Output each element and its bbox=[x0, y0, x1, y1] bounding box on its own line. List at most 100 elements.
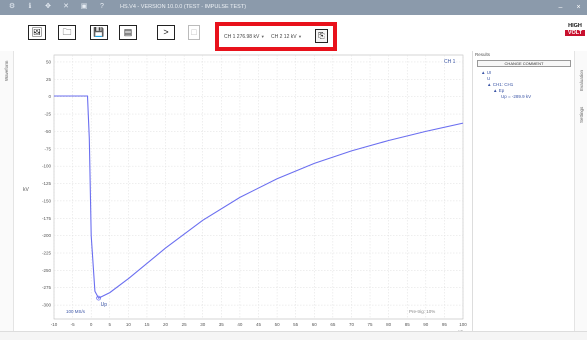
list-button[interactable]: ▤ bbox=[119, 25, 137, 40]
y-tick-label: -150 bbox=[42, 198, 52, 203]
stop-icon: □ bbox=[191, 27, 197, 37]
tree-item-u[interactable]: U bbox=[487, 76, 491, 81]
x-tick-label: 20 bbox=[163, 322, 169, 327]
x-tick-label: 100 bbox=[459, 322, 467, 327]
x-tick-label: 90 bbox=[423, 322, 429, 327]
status-bar bbox=[0, 331, 587, 340]
x-tick-label: 40 bbox=[237, 322, 243, 327]
y-tick-label: -125 bbox=[42, 181, 52, 186]
gear-icon[interactable]: ⚙ bbox=[8, 3, 16, 10]
folder-icon: 🗀 bbox=[62, 27, 72, 37]
tree-item-ep[interactable]: ▲ Ep bbox=[493, 88, 505, 93]
y-tick-label: -275 bbox=[42, 285, 52, 290]
tree-item-up-value[interactable]: Up = -289.9 kV bbox=[501, 94, 532, 99]
ch1-label: CH 1 bbox=[224, 34, 236, 40]
image-button[interactable]: 🖼 bbox=[28, 25, 46, 40]
change-comment-button[interactable]: CHANGE COMMENT bbox=[477, 60, 571, 67]
x-tick-label: 55 bbox=[293, 322, 299, 327]
waveform-plot: 50 25 0 -25 -50 -75 -100 -125 -150 -175 -200 -225 -2… bbox=[14, 51, 471, 334]
chevron-down-icon: ▼ bbox=[297, 34, 302, 39]
channel-selector-highlight: CH 1 276.98 kV ▼ CH 2 12 kV ▼ ⎘ bbox=[215, 22, 337, 51]
left-side-panel: Waveform bbox=[0, 51, 14, 340]
y-tick-label: -100 bbox=[42, 164, 52, 169]
tree-item-ui[interactable]: ▲ UI bbox=[481, 70, 492, 75]
y-tick-label: -175 bbox=[42, 216, 52, 221]
open-folder-button[interactable]: 🗀 bbox=[58, 25, 76, 40]
y-tick-label: -225 bbox=[42, 251, 52, 256]
x-tick-label: 95 bbox=[442, 322, 448, 327]
channel-tag: CH 1 bbox=[444, 59, 456, 65]
play-button[interactable]: > bbox=[157, 25, 175, 40]
image-icon: 🖼 bbox=[31, 27, 43, 37]
y-tick-label: -200 bbox=[42, 233, 52, 238]
waveform-tab[interactable]: Waveform bbox=[4, 60, 9, 81]
tree-item-ch1[interactable]: ▲ CH1: CH1 bbox=[487, 82, 514, 87]
x-tick-label: 30 bbox=[200, 322, 206, 327]
y-tick-label: -25 bbox=[44, 112, 51, 117]
waveform-chart[interactable]: 50250-25-50-75-100-125-150-175-200-225-2… bbox=[14, 51, 471, 334]
close-icon[interactable]: × bbox=[576, 4, 581, 11]
info-icon[interactable]: ℹ bbox=[28, 3, 32, 10]
y-unit-label: kV bbox=[23, 187, 30, 193]
y-tick-label: -50 bbox=[44, 129, 51, 134]
x-tick-label: 85 bbox=[405, 322, 411, 327]
y-tick-label: -300 bbox=[42, 303, 52, 308]
x-tick-label: -5 bbox=[71, 322, 75, 327]
logo-bottom: VOLT bbox=[565, 30, 585, 36]
x-tick-label: -10 bbox=[51, 322, 58, 327]
series-line bbox=[54, 95, 464, 299]
list-icon: ▤ bbox=[123, 27, 133, 37]
stop-button[interactable]: □ bbox=[188, 25, 200, 40]
chevron-down-icon: ▼ bbox=[260, 34, 265, 39]
logo-top: HIGH bbox=[568, 23, 582, 29]
ch1-selector[interactable]: CH 1 276.98 kV ▼ bbox=[224, 34, 265, 40]
x-tick-labels: -10 -5 0 5 10 15 20 25 30 35 40 45 50 55 60 65 70 75 80 85 9… bbox=[51, 322, 468, 327]
x-tick-label: 65 bbox=[330, 322, 336, 327]
scope-icon: ⎘ bbox=[318, 31, 325, 40]
settings-tab[interactable]: Settings bbox=[579, 106, 584, 123]
save-icon: 💾 bbox=[93, 27, 105, 37]
ch2-selector[interactable]: CH 2 12 kV ▼ bbox=[271, 34, 302, 40]
move-icon[interactable]: ✥ bbox=[45, 3, 51, 10]
y-tick-label: 25 bbox=[46, 77, 52, 82]
x-tick-label: 70 bbox=[349, 322, 355, 327]
help-icon[interactable]: ? bbox=[100, 3, 104, 10]
x-tick-label: 35 bbox=[219, 322, 225, 327]
sampling-rate-label: 100 MS/s bbox=[66, 309, 86, 314]
x-tick-label: 5 bbox=[109, 322, 112, 327]
tools-icon[interactable]: ✕ bbox=[63, 3, 69, 10]
y-tick-label: 50 bbox=[46, 59, 52, 64]
title-bar: ⚙ ℹ ✥ ✕ ▣ ? HS.V4 - VERSION 10.0.0 (TEST… bbox=[0, 0, 587, 15]
x-tick-label: 60 bbox=[312, 322, 318, 327]
results-header: Results bbox=[475, 52, 491, 57]
scope-settings-button[interactable]: ⎘ bbox=[315, 29, 328, 43]
window-icon[interactable]: ▣ bbox=[80, 3, 88, 10]
pretrigger-label: Pre-trig: 10% bbox=[409, 309, 435, 314]
minimize-icon[interactable]: – bbox=[558, 4, 563, 11]
y-tick-label: -250 bbox=[42, 268, 52, 273]
evaluation-tab[interactable]: Evaluation bbox=[579, 69, 584, 91]
y-tick-labels: 50 25 0 -25 -50 -75 -100 -125 -150 -175 -200 -225 -2… bbox=[42, 59, 52, 307]
x-tick-label: 0 bbox=[90, 322, 93, 327]
grid bbox=[53, 54, 464, 320]
x-tick-label: 25 bbox=[182, 322, 188, 327]
y-tick-label: 0 bbox=[48, 94, 51, 99]
right-side-panel: Evaluation Settings bbox=[574, 51, 587, 340]
x-tick-label: 10 bbox=[126, 322, 132, 327]
x-tick-label: 75 bbox=[368, 322, 374, 327]
ch2-value: 12 kV bbox=[283, 34, 297, 40]
highvolt-logo: HIGH VOLT bbox=[565, 23, 585, 45]
ch2-label: CH 2 bbox=[271, 34, 283, 40]
window-title: HS.V4 - VERSION 10.0.0 (TEST - IMPULSE T… bbox=[120, 4, 247, 10]
x-tick-label: 80 bbox=[386, 322, 392, 327]
x-tick-label: 45 bbox=[256, 322, 262, 327]
x-tick-label: 50 bbox=[275, 322, 281, 327]
y-tick-label: -75 bbox=[44, 146, 51, 151]
toolbar: 🖼 🗀 💾 ▤ > □ CH 1 276.98 kV ▼ CH 2 12 kV … bbox=[0, 15, 587, 51]
peak-label: Up bbox=[101, 302, 108, 308]
x-tick-label: 15 bbox=[144, 322, 150, 327]
save-button[interactable]: 💾 bbox=[90, 25, 108, 40]
play-icon: > bbox=[163, 27, 169, 37]
ch1-value: 276.98 kV bbox=[236, 34, 260, 40]
peak-marker bbox=[96, 295, 102, 301]
